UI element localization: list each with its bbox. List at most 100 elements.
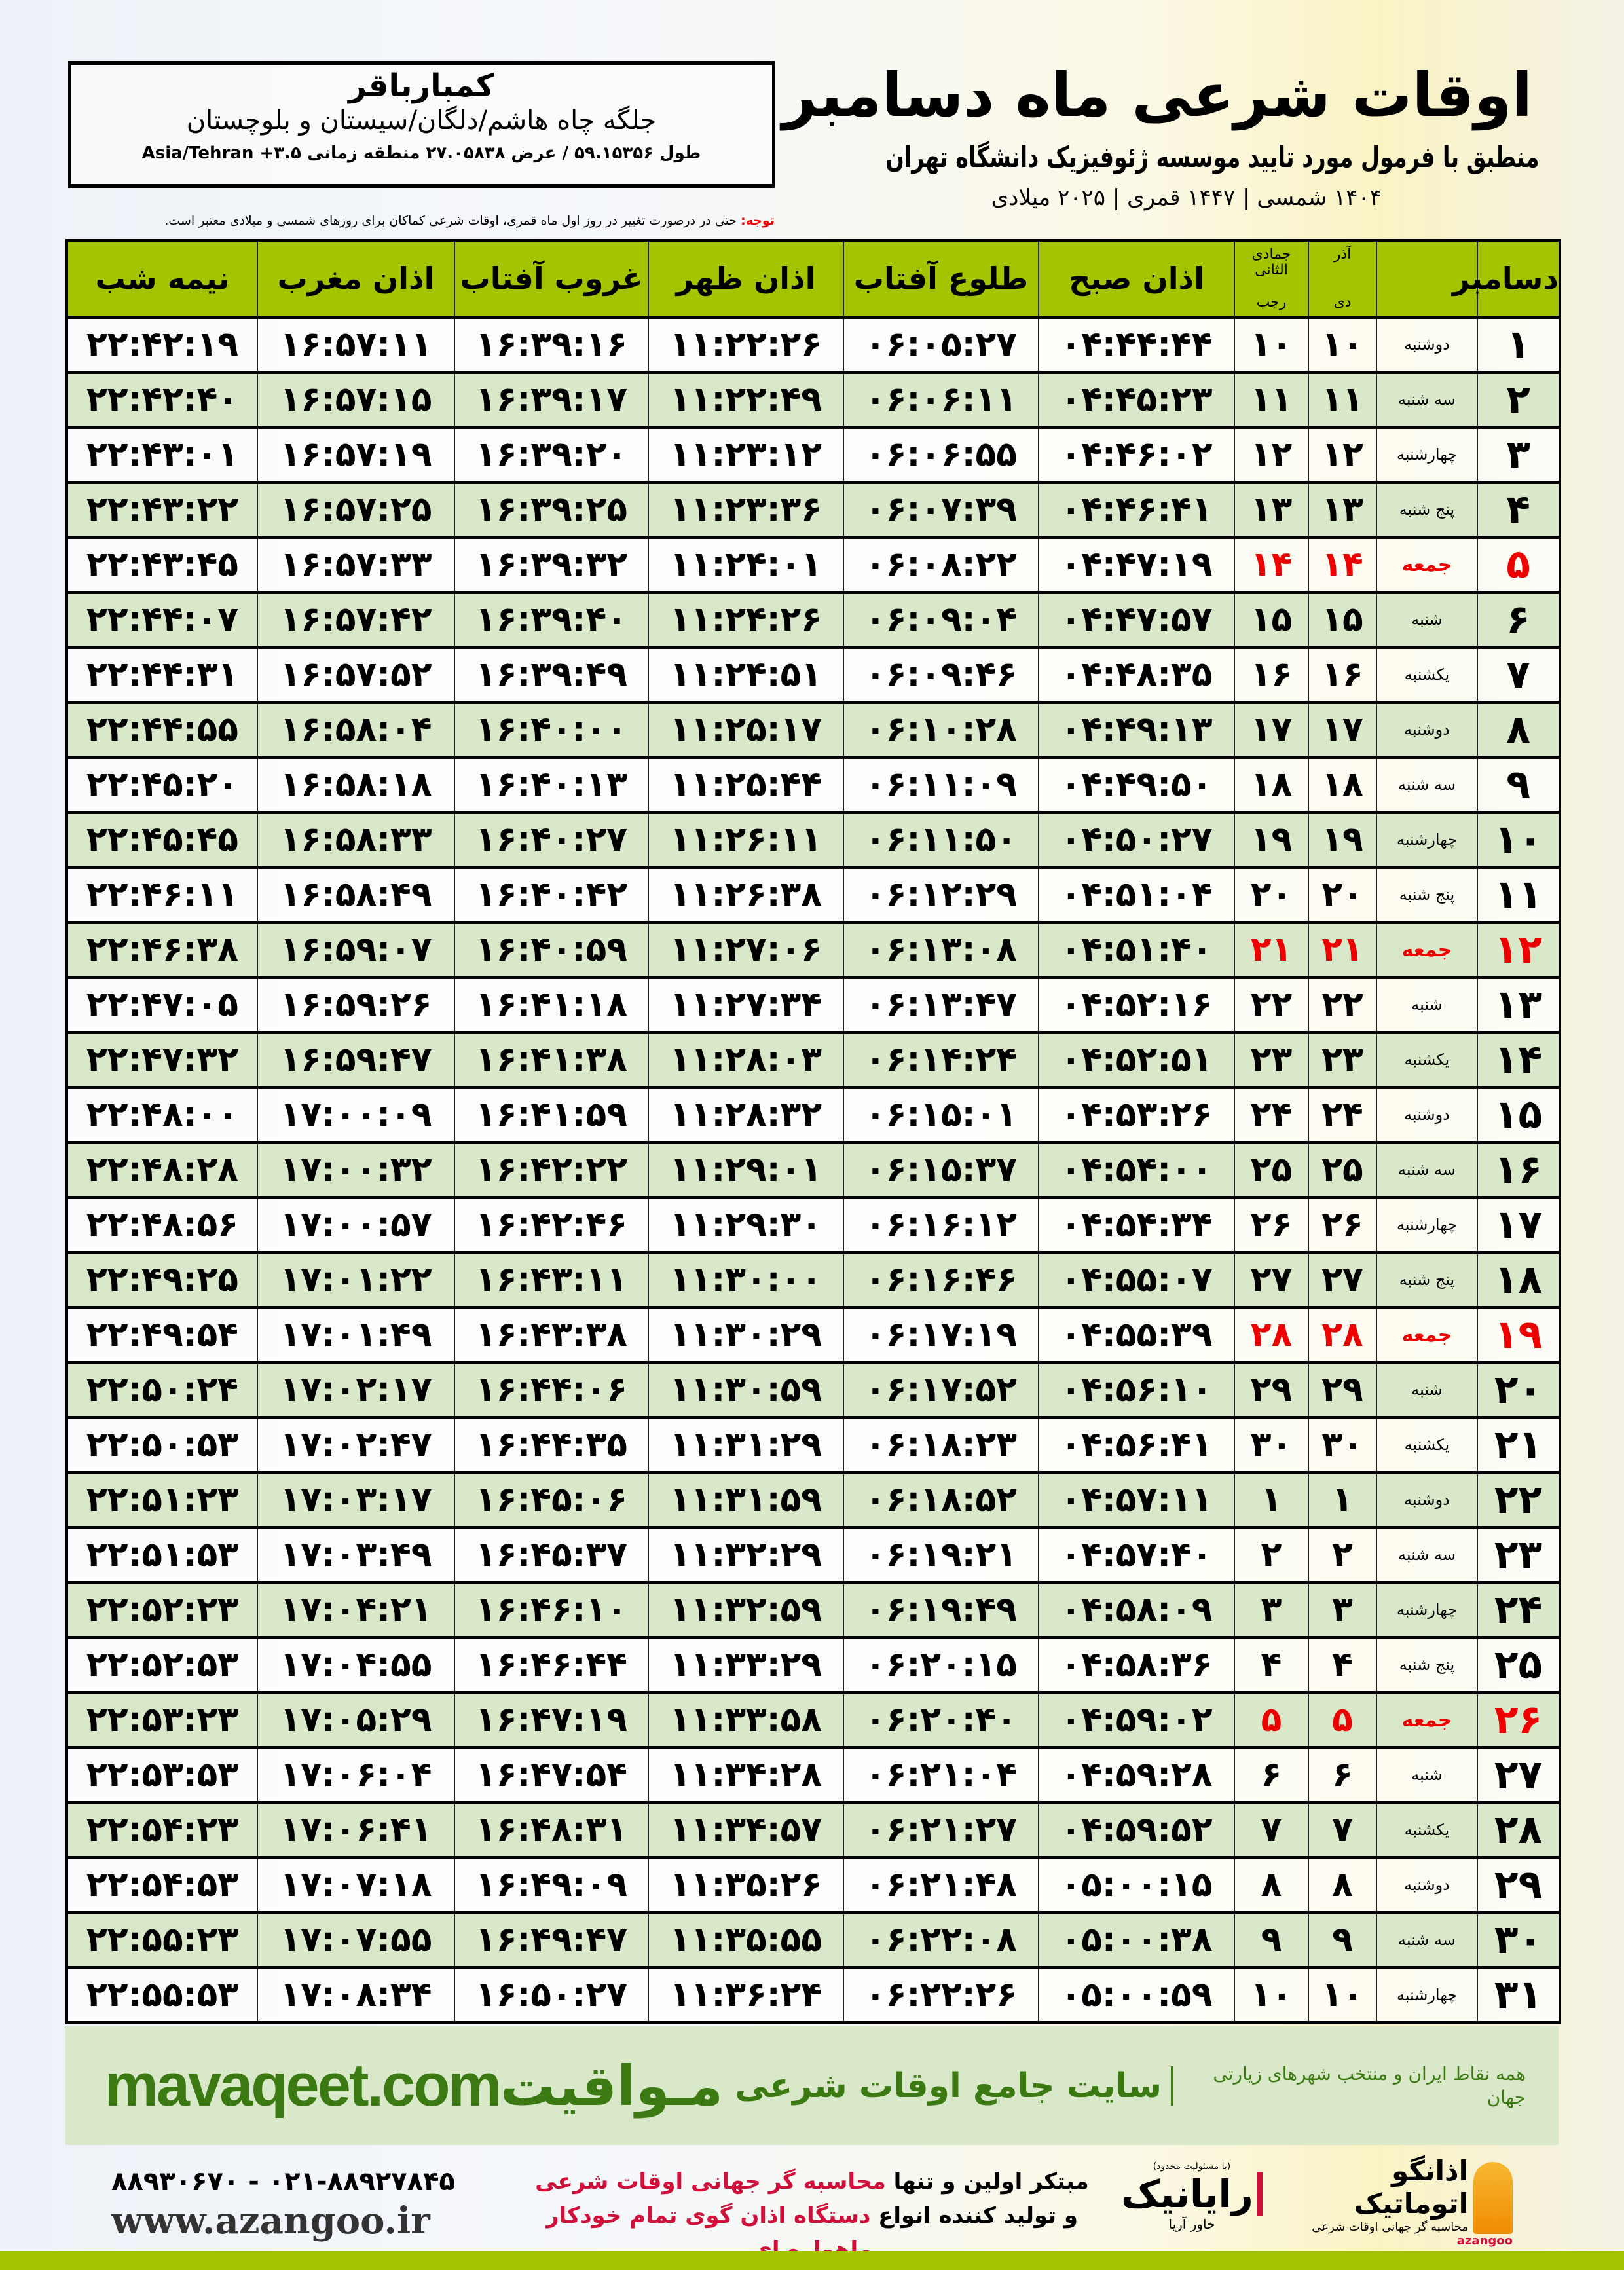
midnight-time: ۲۲:۴۹:۲۵ bbox=[66, 1252, 257, 1309]
midnight-time: ۲۲:۵۱:۲۳ bbox=[66, 1472, 257, 1529]
azangoo-link[interactable]: www.azangoo.ir bbox=[111, 2199, 430, 2242]
ad-line2: و تولید کننده انواع bbox=[870, 2203, 1079, 2229]
table-row: ۲۴ چهارشنبه ۳ ۳ ۰۴:۵۸:۰۹ ۰۶:۱۹:۴۹ ۱۱:۳۲:۵۹ ۱۶:۴… bbox=[66, 1582, 1560, 1639]
day-number: ۲۶ bbox=[1477, 1692, 1560, 1749]
maghrib-time: ۱۷:۰۶:۰۴ bbox=[257, 1747, 454, 1804]
solar-day: ۲۲ bbox=[1308, 977, 1376, 1034]
midnight-time: ۲۲:۴۸:۲۸ bbox=[66, 1142, 257, 1199]
midnight-time: ۲۲:۴۸:۵۶ bbox=[66, 1197, 257, 1254]
sunset-time: ۱۶:۴۱:۵۹ bbox=[454, 1087, 648, 1144]
lunar-day: ۱۷ bbox=[1234, 702, 1308, 759]
midnight-time: ۲۲:۵۴:۲۳ bbox=[66, 1802, 257, 1859]
day-number: ۱۸ bbox=[1477, 1252, 1560, 1309]
header-solar-bottom: دی bbox=[1333, 293, 1352, 310]
table-row: ۳۰ سه شنبه ۹ ۹ ۰۵:۰۰:۳۸ ۰۶:۲۲:۰۸ ۱۱:۳۵:۵۵ ۱۶:۴۹… bbox=[66, 1912, 1560, 1969]
dhuhr-time: ۱۱:۳۲:۵۹ bbox=[648, 1582, 843, 1639]
table-row: ۹ سه شنبه ۱۸ ۱۸ ۰۴:۴۹:۵۰ ۰۶:۱۱:۰۹ ۱۱:۲۵:۴۴ ۱۶:۴… bbox=[66, 757, 1560, 814]
solar-day: ۲۸ bbox=[1308, 1307, 1376, 1364]
fajr-time: ۰۴:۵۰:۲۷ bbox=[1038, 812, 1234, 869]
sunset-time: ۱۶:۴۹:۰۹ bbox=[454, 1857, 648, 1914]
sunset-time: ۱۶:۳۹:۱۷ bbox=[454, 372, 648, 429]
header-maghrib: اذان مغرب bbox=[257, 240, 454, 319]
weekday: یکشنبه bbox=[1376, 1032, 1477, 1089]
lunar-day: ۷ bbox=[1234, 1802, 1308, 1859]
day-number: ۲۸ bbox=[1477, 1802, 1560, 1859]
lunar-day: ۴ bbox=[1234, 1637, 1308, 1694]
sunset-time: ۱۶:۴۹:۴۷ bbox=[454, 1912, 648, 1969]
maghrib-time: ۱۷:۰۵:۲۹ bbox=[257, 1692, 454, 1749]
midnight-time: ۲۲:۵۰:۵۳ bbox=[66, 1417, 257, 1474]
solar-day: ۲۴ bbox=[1308, 1087, 1376, 1144]
dhuhr-time: ۱۱:۳۶:۲۴ bbox=[648, 1967, 843, 2024]
maghrib-time: ۱۶:۵۷:۳۳ bbox=[257, 537, 454, 594]
day-number: ۱۱ bbox=[1477, 867, 1560, 924]
table-row: ۱۸ پنج شنبه ۲۷ ۲۷ ۰۴:۵۵:۰۷ ۰۶:۱۶:۴۶ ۱۱:۳۰:۰۰ ۱۶… bbox=[66, 1252, 1560, 1309]
solar-day: ۱۰ bbox=[1308, 1967, 1376, 2024]
day-number: ۲۴ bbox=[1477, 1582, 1560, 1639]
weekday: یکشنبه bbox=[1376, 1417, 1477, 1474]
lunar-day: ۳ bbox=[1234, 1582, 1308, 1639]
sunset-time: ۱۶:۴۳:۳۸ bbox=[454, 1307, 648, 1364]
lunar-day: ۱۵ bbox=[1234, 592, 1308, 649]
weekday: دوشنبه bbox=[1376, 702, 1477, 759]
header-lunar-top: جمادی الثانی bbox=[1251, 246, 1291, 278]
weekday: چهارشنبه bbox=[1376, 1582, 1477, 1639]
site-link[interactable]: mavaqeet.com bbox=[105, 2052, 502, 2119]
dhuhr-time: ۱۱:۳۴:۵۷ bbox=[648, 1802, 843, 1859]
azangoo-logo: اذانگو اتوماتیک محاسبه گر جهانی اوقات شر… bbox=[1290, 2155, 1513, 2248]
weekday: دوشنبه bbox=[1376, 1857, 1477, 1914]
maghrib-time: ۱۶:۵۸:۴۹ bbox=[257, 867, 454, 924]
fajr-time: ۰۵:۰۰:۱۵ bbox=[1038, 1857, 1234, 1914]
dhuhr-time: ۱۱:۲۳:۳۶ bbox=[648, 482, 843, 539]
sunset-time: ۱۶:۴۶:۱۰ bbox=[454, 1582, 648, 1639]
header-dhuhr: اذان ظهر bbox=[648, 240, 843, 319]
weekday: شنبه bbox=[1376, 1362, 1477, 1419]
lunar-day: ۲۹ bbox=[1234, 1362, 1308, 1419]
day-number: ۱۳ bbox=[1477, 977, 1560, 1034]
table-row: ۲۲ دوشنبه ۱ ۱ ۰۴:۵۷:۱۱ ۰۶:۱۸:۵۲ ۱۱:۳۱:۵۹ ۱۶:۴۵:… bbox=[66, 1472, 1560, 1529]
sunrise-time: ۰۶:۰۵:۲۷ bbox=[843, 317, 1039, 374]
day-number: ۲۱ bbox=[1477, 1417, 1560, 1474]
weekday: سه شنبه bbox=[1376, 757, 1477, 814]
lunar-day: ۱۰ bbox=[1234, 317, 1308, 374]
sunrise-time: ۰۶:۲۱:۴۸ bbox=[843, 1857, 1039, 1914]
solar-day: ۲۱ bbox=[1308, 922, 1376, 979]
day-number: ۵ bbox=[1477, 537, 1560, 594]
dhuhr-time: ۱۱:۲۶:۱۱ bbox=[648, 812, 843, 869]
maghrib-time: ۱۶:۵۹:۴۷ bbox=[257, 1032, 454, 1089]
dhuhr-time: ۱۱:۳۱:۲۹ bbox=[648, 1417, 843, 1474]
dhuhr-time: ۱۱:۲۴:۰۱ bbox=[648, 537, 843, 594]
location-name: کمبارباقر bbox=[348, 67, 494, 104]
lunar-day: ۲۵ bbox=[1234, 1142, 1308, 1199]
maghrib-time: ۱۷:۰۴:۲۱ bbox=[257, 1582, 454, 1639]
lunar-day: ۱ bbox=[1234, 1472, 1308, 1529]
sunrise-time: ۰۶:۱۱:۰۹ bbox=[843, 757, 1039, 814]
fajr-time: ۰۴:۵۱:۴۰ bbox=[1038, 922, 1234, 979]
midnight-time: ۲۲:۵۳:۵۳ bbox=[66, 1747, 257, 1804]
day-number: ۲ bbox=[1477, 372, 1560, 429]
sunrise-time: ۰۶:۱۶:۴۶ bbox=[843, 1252, 1039, 1309]
dhuhr-time: ۱۱:۲۹:۰۱ bbox=[648, 1142, 843, 1199]
sunset-time: ۱۶:۴۷:۱۹ bbox=[454, 1692, 648, 1749]
weekday: سه شنبه bbox=[1376, 1142, 1477, 1199]
page-subtitle: منطبق با فرمول مورد تایید موسسه ژئوفیزیک… bbox=[885, 141, 1539, 174]
day-number: ۱۲ bbox=[1477, 922, 1560, 979]
maghrib-time: ۱۶:۵۷:۱۹ bbox=[257, 427, 454, 484]
table-row: ۷ یکشنبه ۱۶ ۱۶ ۰۴:۴۸:۳۵ ۰۶:۰۹:۴۶ ۱۱:۲۴:۵۱ ۱۶:۳۹… bbox=[66, 647, 1560, 704]
logo2-latin: azangoo bbox=[1456, 2234, 1513, 2248]
table-row: ۲۹ دوشنبه ۸ ۸ ۰۵:۰۰:۱۵ ۰۶:۲۱:۴۸ ۱۱:۳۵:۲۶ ۱۶:۴۹:… bbox=[66, 1857, 1560, 1914]
sunrise-time: ۰۶:۲۲:۲۶ bbox=[843, 1967, 1039, 2024]
solar-day: ۲۹ bbox=[1308, 1362, 1376, 1419]
lunar-day: ۱۸ bbox=[1234, 757, 1308, 814]
fajr-time: ۰۴:۵۲:۱۶ bbox=[1038, 977, 1234, 1034]
solar-day: ۱ bbox=[1308, 1472, 1376, 1529]
table-row: ۱۷ چهارشنبه ۲۶ ۲۶ ۰۴:۵۴:۳۴ ۰۶:۱۶:۱۲ ۱۱:۲۹:۳۰ ۱۶… bbox=[66, 1197, 1560, 1254]
weekday: یکشنبه bbox=[1376, 647, 1477, 704]
sunset-time: ۱۶:۴۵:۰۶ bbox=[454, 1472, 648, 1529]
day-number: ۳ bbox=[1477, 427, 1560, 484]
sunset-time: ۱۶:۴۳:۱۱ bbox=[454, 1252, 648, 1309]
fajr-time: ۰۴:۴۹:۱۳ bbox=[1038, 702, 1234, 759]
prayer-times-table: دسامبر آذر دی جمادی الثانی رجب اذان صبح طل… bbox=[65, 239, 1561, 2024]
midnight-time: ۲۲:۴۵:۴۵ bbox=[66, 812, 257, 869]
solar-day: ۱۷ bbox=[1308, 702, 1376, 759]
